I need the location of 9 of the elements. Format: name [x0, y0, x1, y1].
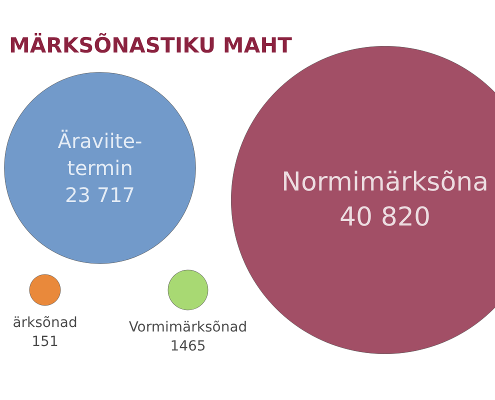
category-label: ärksõnad	[12, 315, 78, 332]
data-label: 151	[32, 334, 58, 350]
category-label: Äraviite-termin	[58, 129, 142, 180]
text: MÄRKSÕNASTIKU MAHT	[9, 32, 293, 58]
data-label: 40 820	[340, 202, 430, 233]
category-label: Vormimärksõnad	[128, 320, 248, 336]
data-label: 1465	[170, 338, 206, 355]
category-label: Normimärksõna	[281, 167, 489, 198]
data-label: 23 717	[65, 183, 135, 207]
